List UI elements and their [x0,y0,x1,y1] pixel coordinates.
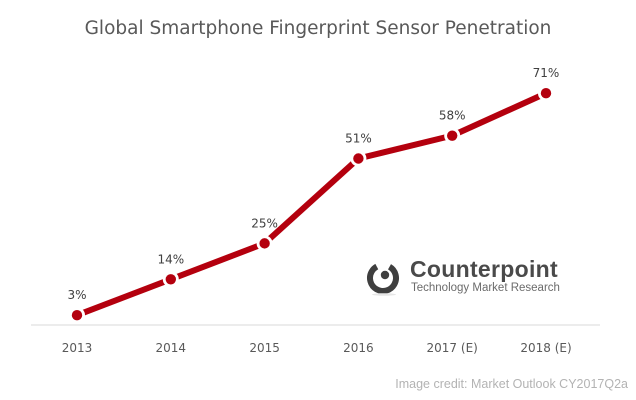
data-point [540,88,552,99]
x-tick-labels: 2013 2014 2015 2016 2017 (E) 2018 (E) [62,341,572,355]
data-label: 58% [439,109,466,123]
counterpoint-logo: Counterpoint Technology Market Research [366,255,566,299]
data-point [259,238,270,249]
x-tick-label: 2013 [62,341,93,355]
x-tick-label: 2014 [156,341,187,355]
data-label: 14% [157,252,184,266]
counterpoint-logo-icon [367,262,399,296]
data-label: 25% [251,216,278,230]
line-segment [262,156,361,246]
data-label: 3% [67,288,86,302]
series-group [69,85,554,324]
data-point [165,274,176,285]
brand-name: Counterpoint [410,256,558,282]
chart-title: Global Smartphone Fingerprint Sensor Pen… [84,18,552,39]
x-tick-label: 2018 (E) [520,341,571,355]
x-tick-label: 2016 [343,341,374,355]
data-point [353,153,364,164]
data-label: 71% [533,66,560,80]
brand-tagline: Technology Market Research [411,282,560,294]
line-segment [75,276,172,319]
line-segment [357,132,453,162]
data-label: 51% [345,132,372,146]
line-segment [450,90,548,139]
x-tick-label: 2017 (E) [427,341,478,355]
line-segment [169,240,266,283]
data-point [71,310,83,321]
x-tick-label: 2015 [249,341,280,355]
data-point [447,130,458,141]
image-credit: Image credit: Market Outlook CY2017Q2a [395,377,628,391]
data-labels: 3% 14% 25% 51% 58% 71% [67,66,559,302]
